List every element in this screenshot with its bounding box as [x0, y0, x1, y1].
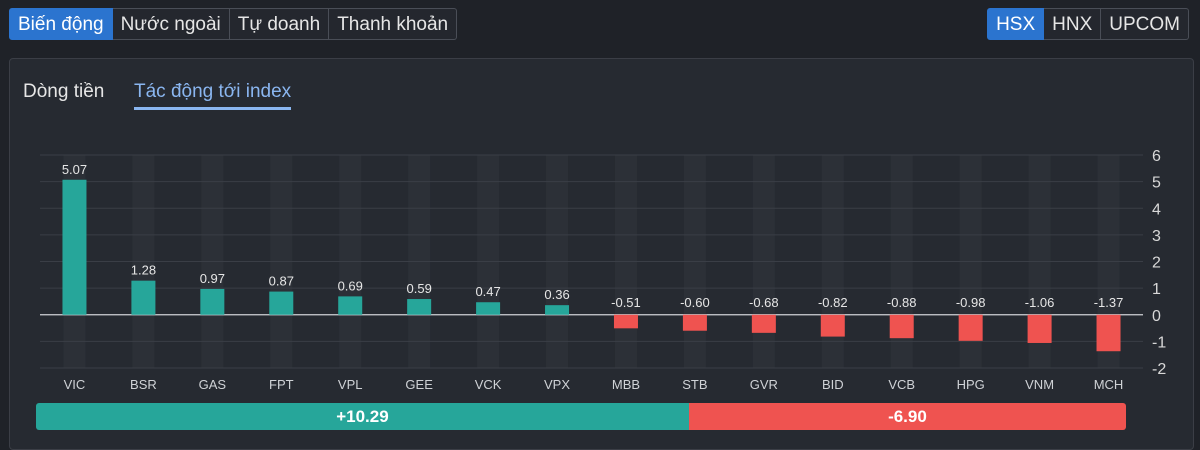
x-tick-label: BID	[822, 377, 844, 392]
x-tick-label: BSR	[130, 377, 157, 392]
value-label: -1.37	[1094, 295, 1124, 310]
x-tick-label: VCK	[475, 377, 502, 392]
y-tick-label: 1	[1152, 281, 1161, 298]
y-tick-label: 4	[1152, 201, 1161, 218]
value-label: 0.97	[200, 271, 225, 286]
value-label: -0.98	[956, 295, 986, 310]
bar-vcb[interactable]	[889, 314, 914, 339]
bar-vpx[interactable]	[545, 305, 570, 315]
exchange-tabs: HSX HNX UPCOM	[987, 8, 1189, 40]
value-label: -0.88	[887, 295, 917, 310]
index-impact-chart: 5.07 1.28 0.97 0.87 0.69 0.59 0.47 0.36 -0.51 -0.…	[40, 148, 1166, 392]
x-tick-label: VPL	[338, 377, 363, 392]
negative-total: -6.90	[688, 403, 1126, 430]
x-tick-label: GAS	[199, 377, 227, 392]
value-label: 5.07	[62, 162, 87, 177]
bar-bsr[interactable]	[131, 280, 156, 315]
x-tick-label: VPX	[544, 377, 570, 392]
bar-vpl[interactable]	[338, 296, 363, 315]
value-label: -0.82	[818, 295, 848, 310]
tab-thanh-khoan[interactable]: Thanh khoản	[329, 8, 458, 40]
impact-summary-bar: +10.29 -6.90	[36, 403, 1126, 430]
bar-fpt[interactable]	[269, 291, 294, 315]
positive-total: +10.29	[36, 403, 689, 430]
x-tick-label: MCH	[1094, 377, 1124, 392]
value-label: -0.68	[749, 295, 779, 310]
value-label: 0.87	[269, 274, 294, 289]
x-tick-label: HPG	[957, 377, 985, 392]
x-tick-label: VIC	[64, 377, 86, 392]
value-label: 0.59	[407, 281, 432, 296]
y-tick-label: 2	[1152, 255, 1161, 272]
tab-hnx[interactable]: HNX	[1044, 8, 1102, 40]
bar-hpg[interactable]	[958, 314, 983, 341]
y-tick-label: 6	[1152, 148, 1161, 165]
y-tick-label: -1	[1152, 334, 1166, 351]
subtab-dong-tien[interactable]: Dòng tiền	[23, 81, 105, 102]
value-label: 0.47	[475, 284, 500, 299]
y-tick-label: -2	[1152, 361, 1166, 378]
tab-hsx[interactable]: HSX	[987, 8, 1045, 40]
view-tabs: Biến động Nước ngoài Tự doanh Thanh khoả…	[9, 8, 458, 40]
bar-gee[interactable]	[407, 299, 432, 315]
tab-tu-doanh[interactable]: Tự doanh	[229, 8, 330, 40]
value-label: 1.28	[131, 263, 156, 278]
tab-bien-dong[interactable]: Biến động	[9, 8, 113, 40]
y-tick-label: 3	[1152, 228, 1161, 245]
value-label: -0.60	[680, 295, 710, 310]
bar-vic[interactable]	[62, 179, 87, 315]
bar-gas[interactable]	[200, 288, 225, 315]
x-tick-label: GVR	[750, 377, 778, 392]
bar-bid[interactable]	[820, 314, 845, 337]
tab-upcom[interactable]: UPCOM	[1101, 8, 1189, 40]
value-label: -0.51	[611, 295, 641, 310]
x-tick-label: GEE	[405, 377, 433, 392]
bar-mbb[interactable]	[613, 314, 638, 329]
subtab-tac-dong-index[interactable]: Tác động tới index	[134, 81, 292, 110]
bar-mch[interactable]	[1096, 314, 1121, 352]
bar-gvr[interactable]	[751, 314, 776, 333]
value-label: 0.69	[338, 278, 363, 293]
bar-vck[interactable]	[476, 302, 501, 315]
value-label: 0.36	[544, 287, 569, 302]
bar-stb[interactable]	[682, 314, 707, 331]
value-label: -1.06	[1025, 295, 1055, 310]
x-tick-label: FPT	[269, 377, 294, 392]
bar-vnm[interactable]	[1027, 314, 1052, 343]
tab-nuoc-ngoai[interactable]: Nước ngoài	[112, 8, 230, 40]
x-tick-label: VNM	[1025, 377, 1054, 392]
x-tick-label: MBB	[612, 377, 640, 392]
y-tick-label: 5	[1152, 175, 1161, 192]
y-tick-label: 0	[1152, 308, 1161, 325]
x-tick-label: STB	[682, 377, 707, 392]
x-tick-label: VCB	[888, 377, 915, 392]
